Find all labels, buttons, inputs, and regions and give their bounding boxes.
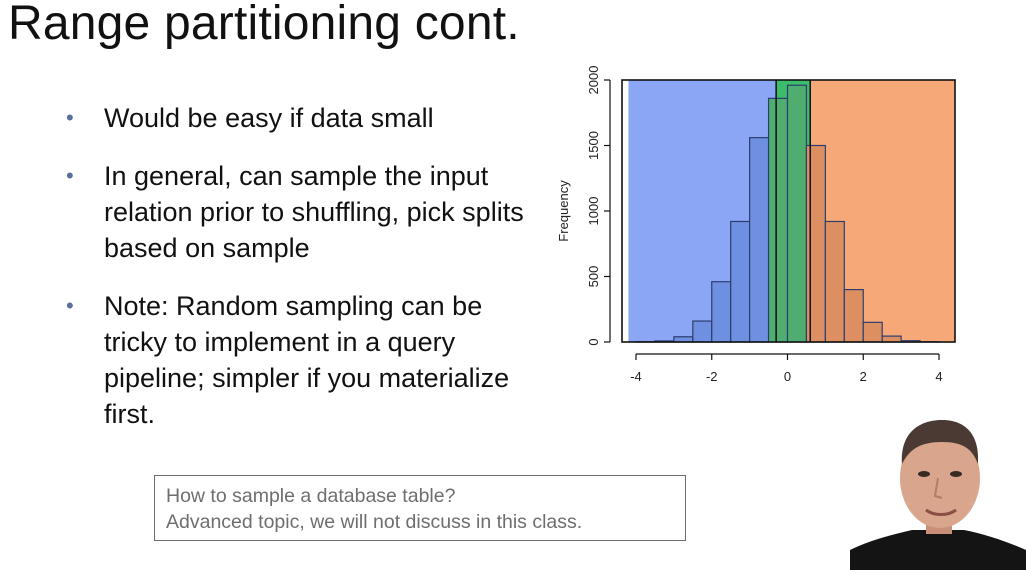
bullet-item: • Would be easy if data small [66, 100, 536, 136]
presenter-avatar [850, 412, 1026, 570]
plot-frame [621, 79, 956, 343]
histogram-bar [786, 84, 808, 343]
x-tick-label: 4 [935, 369, 942, 384]
x-tick-label: 0 [784, 369, 791, 384]
histogram-bar [805, 144, 826, 343]
histogram-bar [711, 281, 732, 343]
bullet-text: In general, can sample the input relatio… [104, 161, 524, 263]
y-tick-label: 500 [586, 266, 601, 288]
x-tick-label: -4 [630, 369, 642, 384]
presenter-video [850, 412, 1026, 570]
histogram-bar [881, 335, 902, 343]
histogram-bar [824, 220, 845, 343]
y-tick-label: 1000 [586, 197, 601, 226]
x-tick-label: -2 [706, 369, 718, 384]
histogram-chart: -4 -2 0 2 4 0 500 1000 1500 2000 Frequency [556, 66, 956, 384]
bullet-dot-icon: • [66, 105, 74, 130]
bullet-list: • Would be easy if data small • In general… [66, 100, 536, 454]
bullet-dot-icon: • [66, 163, 74, 188]
histogram-bar [749, 137, 770, 343]
note-box: How to sample a database table? Advanced… [154, 475, 686, 541]
y-axis-label: Frequency [556, 180, 571, 242]
y-tick-label: 1500 [586, 131, 601, 160]
histogram-bar [843, 289, 864, 343]
histogram-bar [692, 320, 713, 343]
x-tick-label: 2 [860, 369, 867, 384]
histogram-bar [862, 321, 883, 343]
slide-title: Range partitioning cont. [8, 0, 520, 50]
y-tick-label: 0 [586, 338, 601, 345]
bullet-item: • In general, can sample the input relati… [66, 158, 536, 266]
bullet-text: Note: Random sampling can be tricky to i… [104, 291, 510, 429]
y-tick-label: 2000 [586, 66, 601, 95]
note-line: Advanced topic, we will not discuss in t… [166, 511, 583, 533]
bullet-item: • Note: Random sampling can be tricky to … [66, 288, 536, 432]
note-line: How to sample a database table? [166, 485, 456, 507]
histogram-bar [767, 97, 789, 343]
histogram-bar [730, 220, 751, 343]
bullet-text: Would be easy if data small [104, 103, 434, 133]
bullet-dot-icon: • [66, 293, 74, 318]
